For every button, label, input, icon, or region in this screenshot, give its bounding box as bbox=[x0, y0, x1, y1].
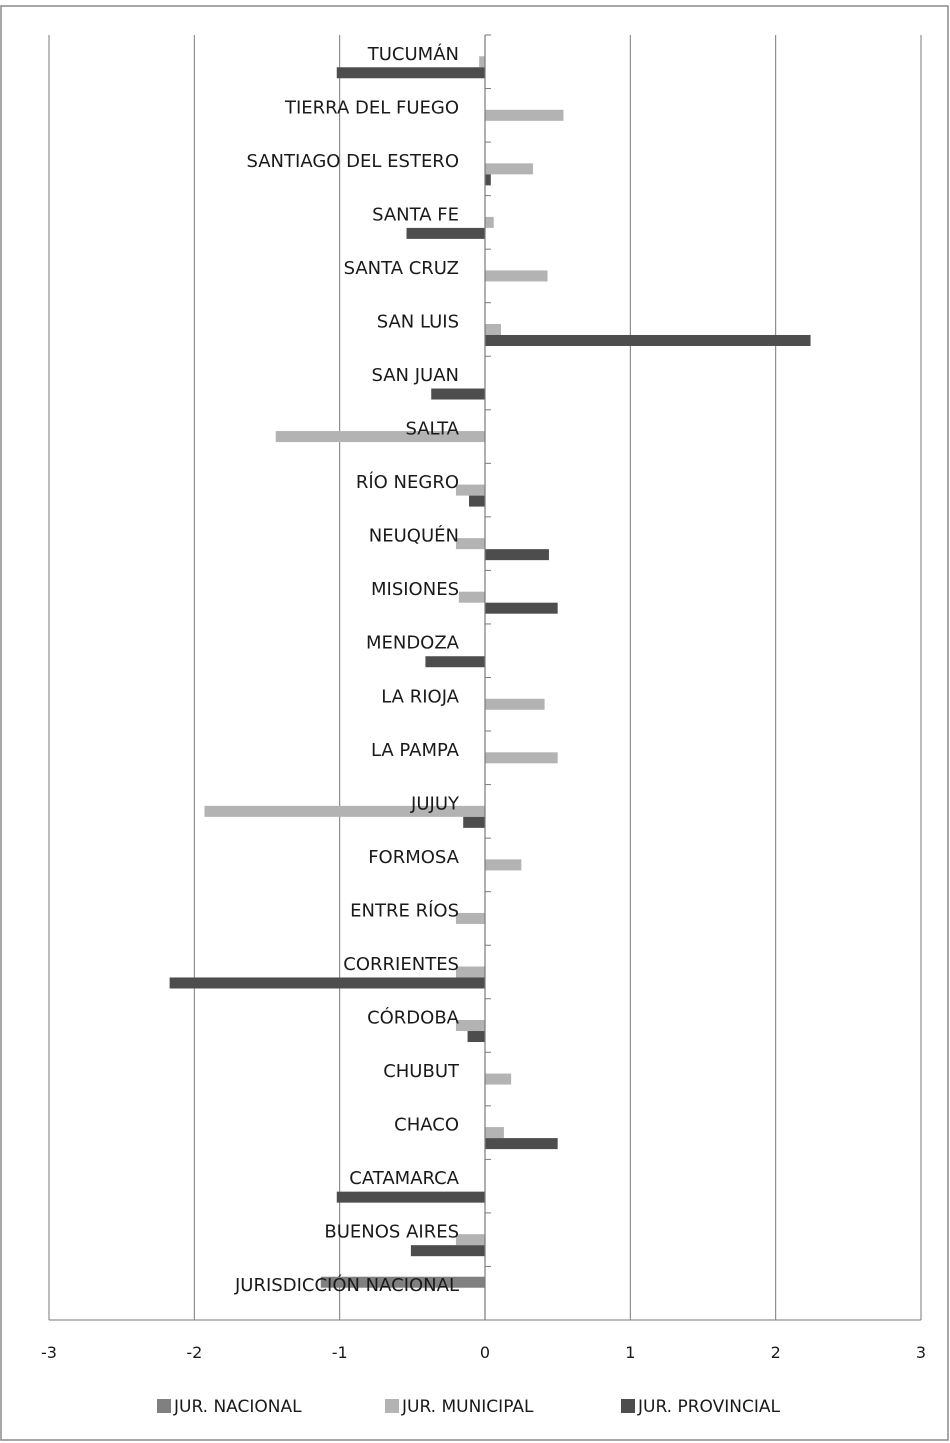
bar bbox=[469, 495, 485, 507]
bar bbox=[425, 656, 485, 668]
category-label: LA RIOJA bbox=[381, 686, 459, 707]
chart-frame bbox=[0, 5, 949, 1441]
bar bbox=[485, 549, 549, 561]
bars bbox=[169, 56, 811, 1288]
bar bbox=[455, 912, 485, 924]
bar bbox=[467, 1031, 485, 1043]
category-label: JURISDICCIÓN NACIONAL bbox=[234, 1274, 459, 1296]
category-label: TUCUMÁN bbox=[367, 43, 459, 65]
category-label: ENTRE RÍOS bbox=[350, 899, 459, 921]
legend-swatch bbox=[621, 1399, 635, 1413]
x-tick-label: -3 bbox=[41, 1343, 57, 1362]
category-label: CHUBUT bbox=[383, 1061, 460, 1082]
legend-label: JUR. MUNICIPAL bbox=[401, 1397, 534, 1417]
bar bbox=[455, 1020, 485, 1032]
bar bbox=[455, 966, 485, 978]
bar bbox=[169, 977, 486, 989]
bar bbox=[455, 1234, 485, 1246]
x-tick-label: 0 bbox=[480, 1343, 490, 1362]
category-axis bbox=[484, 34, 491, 1321]
category-labels: TUCUMÁN TIERRA DEL FUEGO SANTIAGO DEL ESTE… bbox=[234, 43, 460, 1296]
bar bbox=[410, 1245, 485, 1257]
category-label: SALTA bbox=[405, 419, 459, 440]
bar bbox=[485, 334, 811, 346]
category-label: MENDOZA bbox=[366, 633, 460, 654]
category-label: SANTIAGO DEL ESTERO bbox=[246, 151, 459, 172]
category-label: RÍO NEGRO bbox=[356, 471, 459, 493]
bar bbox=[485, 163, 533, 175]
bar bbox=[485, 270, 548, 282]
category-label: SAN LUIS bbox=[377, 311, 459, 332]
legend-swatch bbox=[385, 1399, 399, 1413]
category-label: MISIONES bbox=[371, 579, 459, 600]
category-label: CHACO bbox=[394, 1115, 459, 1136]
category-label: JUJUY bbox=[410, 793, 460, 814]
category-label: CÓRDOBA bbox=[367, 1007, 460, 1029]
category-label: TIERRA DEL FUEGO bbox=[284, 97, 459, 118]
bar bbox=[204, 805, 486, 817]
bar bbox=[455, 484, 485, 496]
x-tick-label: -2 bbox=[186, 1343, 202, 1362]
bar bbox=[463, 816, 485, 828]
bar bbox=[485, 1073, 512, 1085]
bar bbox=[485, 698, 545, 710]
legend-swatch bbox=[157, 1399, 171, 1413]
bar bbox=[485, 174, 491, 186]
x-tick-label: 3 bbox=[916, 1343, 926, 1362]
bar bbox=[485, 752, 558, 764]
x-tick-label: -1 bbox=[332, 1343, 348, 1362]
x-axis-tick-labels: -3 -2 -1 0 1 2 3 bbox=[41, 1343, 926, 1362]
bar bbox=[336, 67, 485, 79]
legend-label: JUR. NACIONAL bbox=[173, 1397, 302, 1417]
category-label: LA PAMPA bbox=[371, 740, 460, 761]
bar bbox=[479, 56, 485, 68]
bar bbox=[406, 227, 485, 239]
bar bbox=[320, 1276, 485, 1288]
category-label: SAN JUAN bbox=[371, 365, 459, 386]
bar bbox=[458, 591, 485, 603]
x-tick-label: 2 bbox=[771, 1343, 781, 1362]
bar bbox=[455, 538, 485, 550]
category-label: FORMOSA bbox=[368, 847, 459, 868]
category-label: CORRIENTES bbox=[343, 954, 459, 975]
bar bbox=[485, 1127, 504, 1139]
category-label: SANTA FE bbox=[372, 204, 459, 225]
legend: JUR. NACIONAL JUR. MUNICIPAL JUR. PROVINCI… bbox=[157, 1397, 780, 1417]
gridlines bbox=[48, 35, 922, 1321]
category-label: SANTA CRUZ bbox=[344, 258, 459, 279]
bar bbox=[485, 1138, 558, 1150]
bar bbox=[485, 602, 558, 614]
category-label: CATAMARCA bbox=[349, 1168, 459, 1189]
category-label: NEUQUÉN bbox=[369, 525, 459, 547]
bar bbox=[336, 1191, 485, 1203]
bar bbox=[485, 323, 501, 335]
x-tick-label: 1 bbox=[625, 1343, 635, 1362]
legend-label: JUR. PROVINCIAL bbox=[637, 1397, 780, 1417]
category-label: BUENOS AIRES bbox=[324, 1222, 459, 1243]
bar bbox=[485, 859, 522, 871]
bar bbox=[431, 388, 485, 400]
bar bbox=[275, 431, 485, 443]
bar bbox=[485, 109, 564, 121]
bar bbox=[485, 216, 494, 228]
